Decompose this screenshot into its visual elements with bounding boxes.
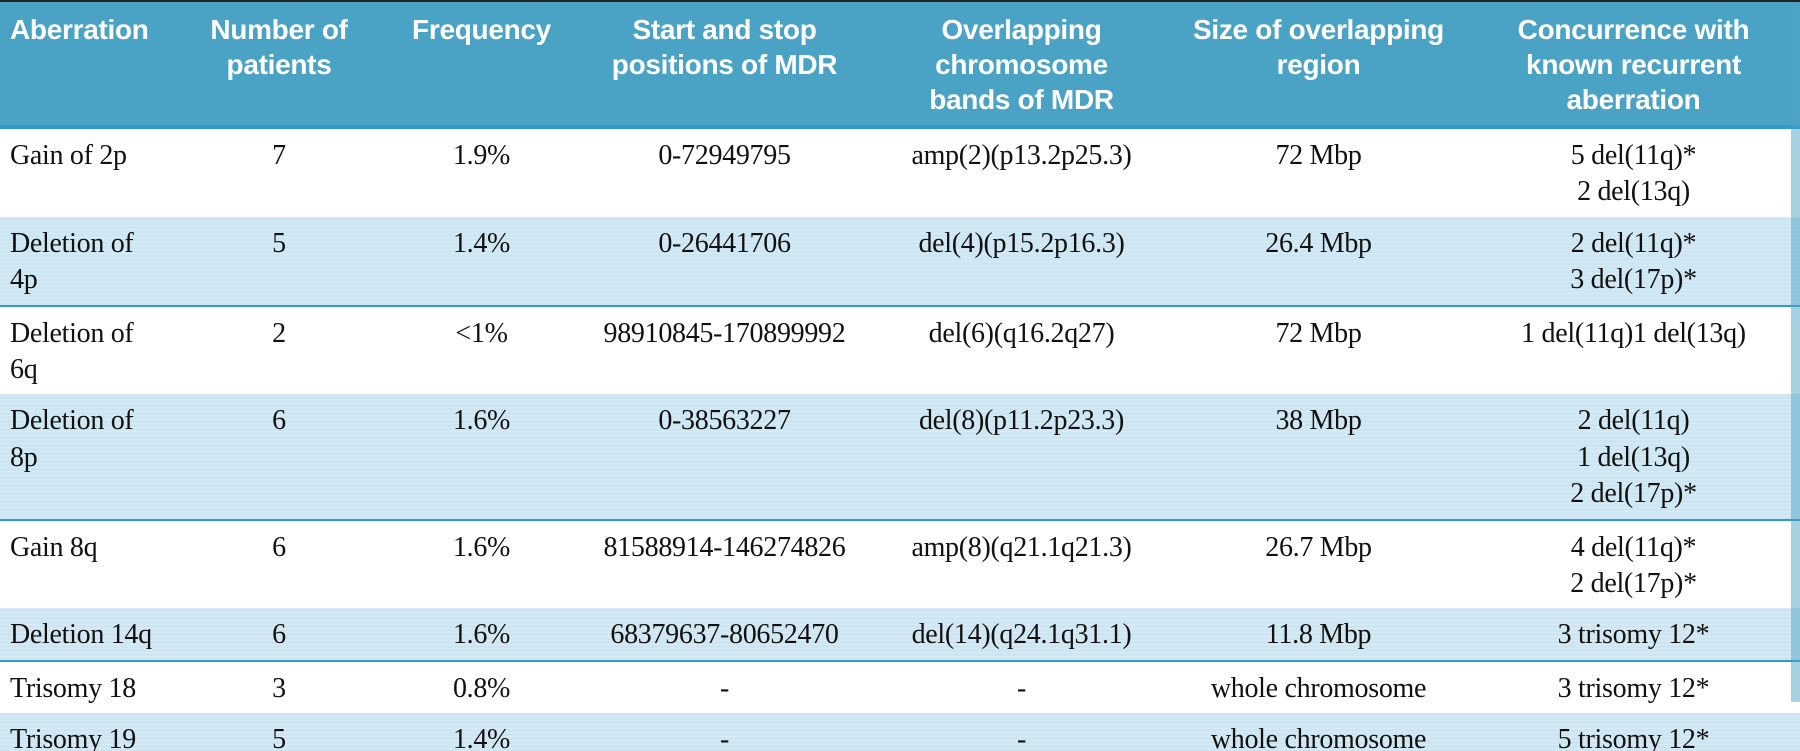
table-row-gain-8q: Gain 8q 6 1.6% 81588914-146274826 amp(8)…	[0, 520, 1800, 609]
cell-bands: amp(8)(q21.1q21.3)	[911, 531, 1132, 563]
cell-positions: 0-38563227	[576, 394, 873, 521]
cell-patients: 5	[171, 216, 387, 307]
cell-frequency: 1.6%	[387, 394, 576, 521]
cell-bands: del(8)(p11.2p23.3)	[873, 394, 1170, 521]
cell-aberration: Deletion of 8p	[0, 394, 171, 521]
cell-frequency: 0.8%	[452, 672, 511, 704]
cell-bands: del(4)(p15.2p16.3)	[873, 216, 1170, 307]
cell-size: 26.4 Mbp	[1170, 216, 1467, 307]
cell-size: 72 Mbp	[1275, 140, 1362, 171]
cell-concurrence: 3 trisomy 12*	[1467, 608, 1800, 662]
col-header-concurrence: Concurrence with known recurrent aberrat…	[1467, 2, 1800, 129]
cell-positions: -	[719, 672, 730, 704]
cell-concurrence: 3 trisomy 12*	[1557, 672, 1710, 704]
cell-positions: 81588914-146274826	[603, 531, 846, 563]
col-header-frequency: Frequency	[387, 2, 576, 129]
cell-aberration: Deletion 14q	[0, 608, 171, 662]
cell-size: 26.7 Mbp	[1265, 531, 1372, 563]
table-header: Aberration Number of patients Frequency …	[0, 2, 1800, 129]
cell-patients: 6	[171, 608, 387, 662]
cell-frequency: 1.4%	[387, 713, 576, 751]
cell-positions: 0-72949795	[658, 140, 791, 171]
table-row-deletion-8p: Deletion of 8p 6 1.6% 0-38563227 del(8)(…	[0, 394, 1800, 521]
table-row-deletion-4p: Deletion of 4p 5 1.4% 0-26441706 del(4)(…	[0, 216, 1800, 307]
table-body: Gain of 2p 7 1.9% 0-72949795 amp(2)(p13.…	[0, 127, 1800, 751]
cell-positions: 0-26441706	[576, 216, 873, 307]
cell-frequency: 1.9%	[452, 140, 511, 171]
cell-concurrence: 1 del(11q)1 del(13q)	[1521, 317, 1746, 349]
cell-size: 11.8 Mbp	[1170, 608, 1467, 662]
table-row-deletion-6q: Deletion of 6q 2 <1% 98910845-170899992 …	[0, 306, 1800, 395]
cell-positions: 98910845-170899992	[603, 317, 846, 349]
cell-concurrence: 5 trisomy 12*	[1467, 713, 1800, 751]
cell-frequency: 1.4%	[387, 216, 576, 307]
cell-frequency: 1.6%	[452, 531, 511, 563]
table-row-gain-2p: Gain of 2p 7 1.9% 0-72949795 amp(2)(p13.…	[0, 127, 1800, 217]
cell-patients: 5	[171, 713, 387, 751]
cell-bands: -	[1016, 672, 1027, 704]
cell-patients: 3	[272, 672, 286, 704]
table-row-trisomy-18: Trisomy 18 3 0.8% - - whole chromosome 3…	[0, 661, 1800, 713]
cell-size: whole chromosome	[1170, 713, 1467, 751]
cell-concurrence: 5 del(11q)* 2 del(13q)	[1570, 140, 1697, 208]
col-header-aberration: Aberration	[0, 2, 171, 129]
cell-concurrence: 4 del(11q)* 2 del(17p)*	[1570, 531, 1697, 599]
col-header-start-stop-positions: Start and stop positions of MDR	[576, 2, 873, 129]
table-row-deletion-14q: Deletion 14q 6 1.6% 68379637-80652470 de…	[0, 608, 1800, 662]
cell-bands: -	[873, 713, 1170, 751]
table-row-trisomy-19: Trisomy 19 5 1.4% - - whole chromosome 5…	[0, 713, 1800, 751]
cell-aberration: Deletion of 4p	[0, 216, 171, 307]
cell-aberration: Trisomy 18	[10, 672, 136, 704]
cell-aberration: Deletion of 6q	[10, 317, 134, 385]
cell-positions: 68379637-80652470	[576, 608, 873, 662]
cell-positions: -	[576, 713, 873, 751]
cell-patients: 6	[272, 531, 286, 563]
cell-size: 72 Mbp	[1275, 317, 1362, 349]
cell-size: 38 Mbp	[1170, 394, 1467, 521]
cell-aberration: Gain of 2p	[10, 140, 127, 171]
cell-patients: 7	[272, 140, 286, 171]
header-row: Aberration Number of patients Frequency …	[0, 2, 1800, 129]
cell-size: whole chromosome	[1210, 672, 1427, 704]
cell-concurrence: 2 del(11q) 1 del(13q) 2 del(17p)*	[1467, 394, 1800, 521]
cell-aberration: Gain 8q	[10, 531, 98, 563]
cell-concurrence: 2 del(11q)* 3 del(17p)*	[1467, 216, 1800, 307]
col-header-number-of-patients: Number of patients	[171, 2, 387, 129]
cell-patients: 2	[272, 317, 286, 349]
cell-patients: 6	[171, 394, 387, 521]
cell-bands: del(14)(q24.1q31.1)	[873, 608, 1170, 662]
col-header-chromosome-bands: Overlapping chromosome bands of MDR	[873, 2, 1170, 129]
cell-bands: amp(2)(p13.2p25.3)	[911, 140, 1132, 171]
cell-aberration: Trisomy 19	[0, 713, 171, 751]
col-header-size-of-region: Size of overlapping region	[1170, 2, 1467, 129]
cell-bands: del(6)(q16.2q27)	[928, 317, 1115, 349]
cell-frequency: 1.6%	[387, 608, 576, 662]
cell-frequency: <1%	[455, 317, 508, 349]
